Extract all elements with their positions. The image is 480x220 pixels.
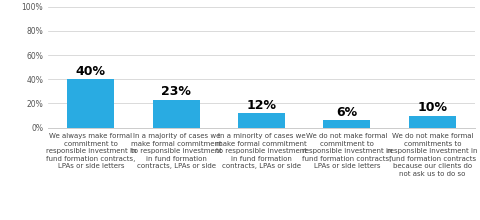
Bar	[409, 116, 456, 128]
Bar	[153, 100, 200, 128]
Text: 23%: 23%	[161, 85, 191, 98]
Text: 40%: 40%	[76, 65, 106, 78]
Bar	[324, 120, 371, 128]
Text: 12%: 12%	[247, 99, 276, 112]
Bar	[238, 113, 285, 128]
Text: 6%: 6%	[336, 106, 358, 119]
Bar	[67, 79, 114, 128]
Text: 10%: 10%	[417, 101, 447, 114]
